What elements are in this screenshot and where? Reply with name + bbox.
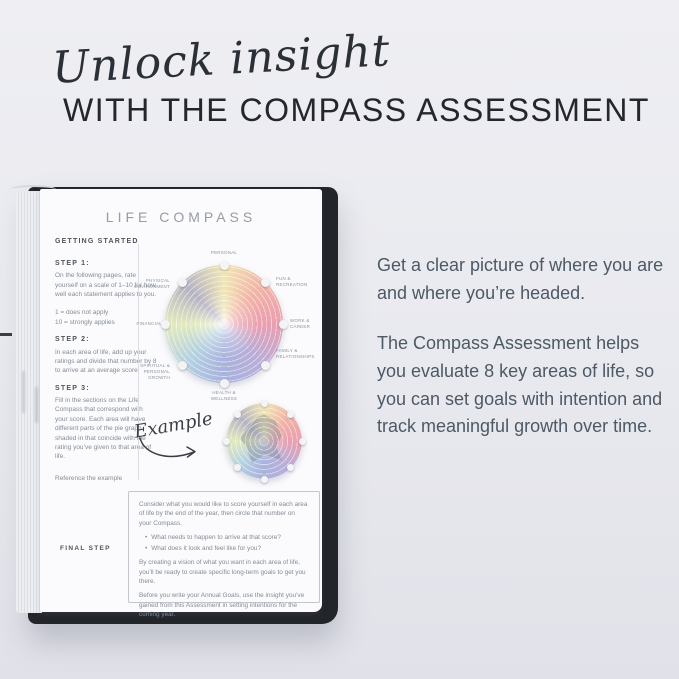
life-compass-wheel bbox=[160, 260, 288, 388]
wheel-marker-dot bbox=[298, 437, 306, 445]
step-1-heading: STEP 1: bbox=[55, 260, 90, 268]
step-3-heading: STEP 3: bbox=[55, 384, 90, 392]
wheel-marker-dot bbox=[261, 277, 271, 287]
wheel-marker-dot bbox=[287, 464, 295, 472]
marketing-paragraph-1: Get a clear picture of where you are and… bbox=[377, 255, 664, 303]
wheel-marker-dot bbox=[261, 361, 271, 371]
step-2-heading: STEP 2: bbox=[55, 336, 90, 344]
instructions-column: GETTING STARTED STEP 1: On the following… bbox=[55, 237, 157, 483]
wheel-marker-dot bbox=[177, 361, 187, 371]
wheel-marker-dot bbox=[233, 410, 241, 418]
planner-book: LIFE COMPASS GETTING STARTED STEP 1: On … bbox=[0, 183, 345, 628]
final-instructions-box: Consider what you would like to score yo… bbox=[128, 491, 320, 618]
wheel-marker-dot bbox=[233, 464, 241, 472]
spine-print-mark bbox=[35, 387, 38, 423]
elastic-band-edge bbox=[0, 333, 12, 336]
wheel-label-fun-recreation: FUN & RECREATION bbox=[276, 276, 308, 288]
reference-note: Reference the example bbox=[55, 474, 123, 482]
final-bullet-list: What needs to happen to arrive at that s… bbox=[145, 533, 309, 554]
final-bullet-2: What does it look and feel like for you? bbox=[151, 545, 262, 553]
getting-started-heading: GETTING STARTED bbox=[55, 238, 139, 245]
marketing-paragraph-2: The Compass Assessment helps you evaluat… bbox=[377, 332, 663, 437]
wheel-label-physical-environment: PHYSICAL ENVIRONMENT bbox=[134, 278, 170, 290]
wheel-label-family-relationships: FAMILY & RELATIONSHIPS bbox=[276, 348, 315, 360]
wheel-marker-dot bbox=[260, 399, 268, 407]
wheel-marker-dot bbox=[160, 319, 170, 329]
wheel-marker-dot bbox=[219, 378, 229, 388]
page-edge-stack bbox=[16, 191, 42, 613]
page-curl bbox=[10, 185, 56, 194]
wheel-marker-dot bbox=[177, 277, 187, 287]
step-1-note-1: 1 = does not apply bbox=[55, 308, 109, 316]
step-2-text: In each area of life, add up your rating… bbox=[55, 348, 157, 375]
wheel-label-financial: FINANCIAL bbox=[136, 321, 162, 327]
wheel-label-personal: PERSONAL bbox=[210, 251, 238, 256]
page-title: LIFE COMPASS bbox=[105, 209, 257, 225]
wheel-marker-dot bbox=[287, 410, 295, 418]
wheel-label-spiritual-growth: SPIRITUAL & PERSONAL GROWTH bbox=[140, 363, 170, 381]
final-step-label: FINAL STEP bbox=[60, 545, 111, 552]
step-1-note-2: 10 = strongly applies bbox=[55, 318, 115, 326]
final-paragraph-2: Before you write your Annual Goals, use … bbox=[139, 592, 305, 618]
marketing-copy: Get a clear picture of where you are and… bbox=[377, 252, 665, 441]
final-bullet-1: What needs to happen to arrive at that s… bbox=[151, 533, 281, 541]
spine-print-mark bbox=[22, 371, 25, 413]
step-1-text: On the following pages, rate yourself on… bbox=[55, 272, 157, 299]
compass-example-wheel bbox=[222, 399, 306, 483]
final-intro: Consider what you would like to score yo… bbox=[139, 501, 308, 527]
headline-title: WITH THE COMPASS ASSESSMENT bbox=[63, 92, 650, 128]
wheel-label-health-wellness: HEALTH & WELLNESS bbox=[210, 391, 238, 402]
wheel-marker-dot bbox=[222, 437, 230, 445]
column-divider bbox=[138, 244, 139, 480]
headline-script: Unlock insight bbox=[50, 25, 392, 94]
wheel-marker-dot bbox=[219, 260, 229, 270]
wheel-marker-dot bbox=[260, 475, 268, 483]
wheel-label-work-career: WORK & CAREER bbox=[290, 318, 311, 330]
step-3-text: Fill in the sections on the Life Compass… bbox=[55, 396, 152, 461]
wheel-marker-dot bbox=[278, 319, 288, 329]
example-shading bbox=[239, 414, 283, 463]
curved-arrow-icon bbox=[139, 437, 196, 458]
life-compass-page: LIFE COMPASS GETTING STARTED STEP 1: On … bbox=[40, 189, 322, 618]
final-paragraph-1: By creating a vision of what you want in… bbox=[139, 559, 306, 585]
